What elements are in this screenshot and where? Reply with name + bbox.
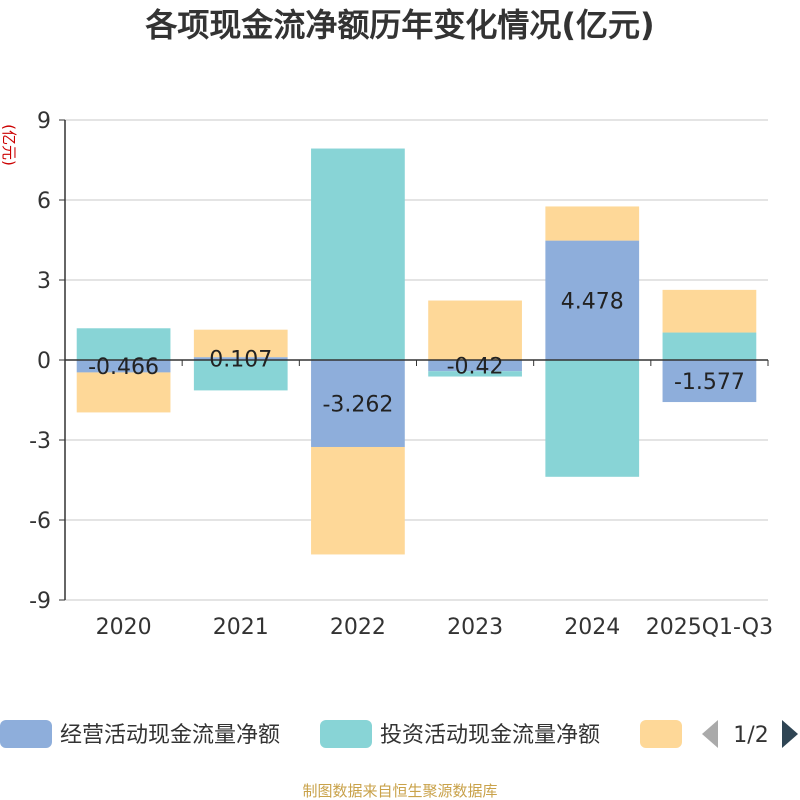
bar-series3-2025Q1-Q3[interactable] <box>662 289 757 333</box>
x-tick-label: 2021 <box>213 615 269 640</box>
data-label-2025Q1-Q3: -1.577 <box>674 370 745 395</box>
x-tick-label: 2022 <box>330 615 386 640</box>
bar-series1-2022[interactable] <box>311 360 405 447</box>
data-label-2023: -0.42 <box>447 355 504 380</box>
bar-series1-2024[interactable] <box>545 240 640 360</box>
legend-swatch-1[interactable] <box>0 720 52 748</box>
bar-series1-2025Q1-Q3[interactable] <box>662 360 757 403</box>
y-tick-label: -9 <box>29 589 51 614</box>
data-label-2024: 4.478 <box>561 289 624 314</box>
legend-label-1[interactable]: 经营活动现金流量净额 <box>60 723 280 748</box>
axes: 9 6 3 0 -3 -6 -9 2020 2021 2022 2023 2024 2025Q1-Q3 <box>29 109 773 640</box>
y-axis-unit: (亿元) <box>0 124 18 166</box>
data-label-2020: -0.466 <box>88 355 159 380</box>
bar-series2-2023[interactable] <box>428 371 522 377</box>
bar-series3-2023[interactable] <box>428 300 522 360</box>
y-tick-label: 3 <box>37 269 51 294</box>
data-source: 制图数据来自恒生聚源数据库 <box>302 782 497 800</box>
bar-series3-2020[interactable] <box>76 372 171 413</box>
legend-swatch-3[interactable] <box>640 720 682 748</box>
legend-next-page-icon[interactable] <box>782 720 798 748</box>
x-tick-label: 2023 <box>447 615 503 640</box>
bar-series2-2024[interactable] <box>545 360 640 477</box>
legend-prev-page-icon[interactable] <box>702 720 718 748</box>
data-label-2021: 0.107 <box>209 348 272 373</box>
bar-series2-2020[interactable] <box>76 328 171 360</box>
y-tick-label: -6 <box>29 509 51 534</box>
bar-series1-2021[interactable] <box>193 357 288 360</box>
x-tick-label: 2025Q1-Q3 <box>646 615 773 640</box>
chart-title: 各项现金流净额历年变化情况(亿元) <box>145 6 654 44</box>
y-tick-label: 9 <box>37 109 51 134</box>
bar-series3-2021[interactable] <box>193 329 288 358</box>
x-tick-label: 2020 <box>96 615 152 640</box>
bar-series2-2021[interactable] <box>193 360 288 391</box>
data-label-2022: -3.262 <box>322 392 393 417</box>
bar-series3-2024[interactable] <box>545 206 640 241</box>
legend-page-indicator: 1/2 <box>733 723 768 748</box>
legend-swatch-2[interactable] <box>320 720 372 748</box>
bar-series1-2023[interactable] <box>428 360 522 372</box>
bar-series1-2020[interactable] <box>76 360 171 373</box>
x-tick-label: 2024 <box>564 615 620 640</box>
bar-series2-2022[interactable] <box>311 148 405 360</box>
legend-label-2[interactable]: 投资活动现金流量净额 <box>380 723 600 748</box>
legend[interactable]: 经营活动现金流量净额 投资活动现金流量净额 1/2 <box>0 720 798 748</box>
bar-series2-2025Q1-Q3[interactable] <box>662 332 757 360</box>
data-labels: -0.466 0.107 -3.262 -0.42 4.478 -1.577 <box>88 289 745 417</box>
bar-series3-2022[interactable] <box>311 446 405 555</box>
y-tick-label: 0 <box>37 349 51 374</box>
y-tick-label: -3 <box>29 429 51 454</box>
bars[interactable] <box>76 148 757 555</box>
y-tick-label: 6 <box>37 189 51 214</box>
